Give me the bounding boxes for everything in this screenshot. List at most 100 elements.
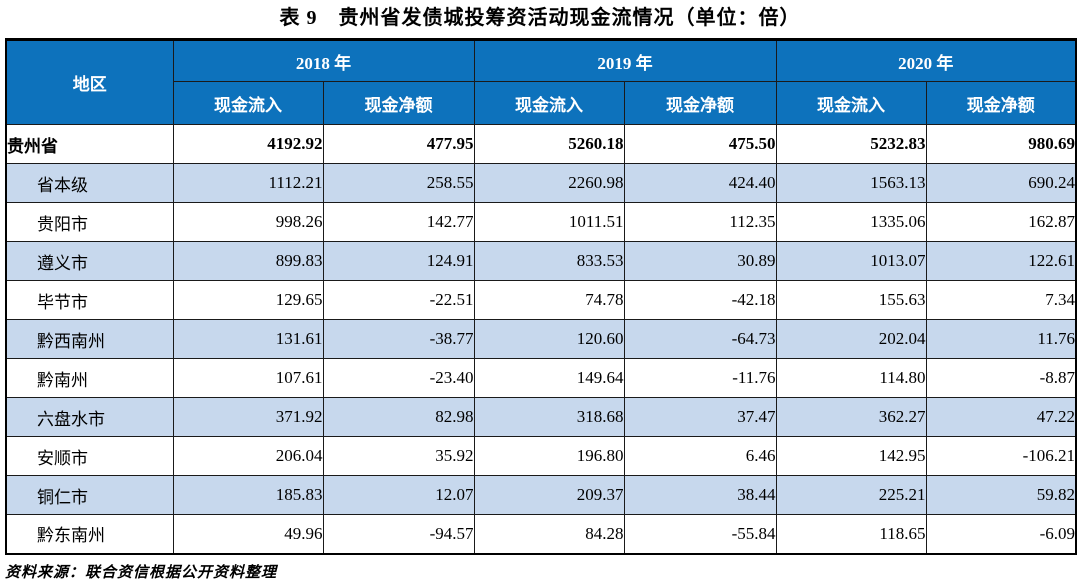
value-cell: 5260.18	[473, 124, 625, 164]
region-cell: 毕节市	[5, 280, 174, 320]
value-cell: 475.50	[623, 124, 777, 164]
year-header-row: 地区 2018 年 2019 年 2020 年	[5, 39, 1077, 125]
value-cell: 202.04	[775, 319, 927, 359]
value-cell: 225.21	[775, 475, 927, 515]
sub-header-row: 现金流入 现金净额 现金流入 现金净额 现金流入 现金净额	[6, 81, 1077, 125]
value-cell: 35.92	[322, 436, 475, 476]
value-cell: 107.61	[172, 358, 324, 398]
value-cell: 7.34	[925, 280, 1077, 320]
region-cell: 遵义市	[5, 241, 174, 281]
year-header-2019: 2019 年	[473, 39, 777, 82]
value-cell: 112.35	[623, 202, 777, 242]
value-cell: 2260.98	[473, 163, 625, 203]
value-cell: 118.65	[775, 514, 927, 554]
table-row: 安顺市 206.04 35.92 196.80 6.46 142.95 -106.21	[5, 436, 1077, 476]
region-column-header: 地区	[5, 39, 174, 125]
value-cell: 833.53	[473, 241, 625, 281]
table-row: 贵州省 4192.92 477.95 5260.18 475.50 5232.83 980.…	[5, 124, 1077, 164]
value-cell: -42.18	[623, 280, 777, 320]
cashflow-table: 地区 2018 年 2019 年 2020 年 现金流入 现金净额 现金流入 现…	[5, 38, 1077, 555]
value-cell: -8.87	[925, 358, 1077, 398]
value-cell: 980.69	[925, 124, 1077, 164]
table-row: 黔西南州 131.61 -38.77 120.60 -64.73 202.04 11.76	[5, 319, 1077, 359]
value-cell: 318.68	[473, 397, 625, 437]
table-header: 地区 2018 年 2019 年 2020 年 现金流入 现金净额 现金流入 现…	[5, 39, 1077, 125]
region-cell: 黔东南州	[5, 514, 174, 554]
value-cell: 149.64	[473, 358, 625, 398]
value-cell: -38.77	[322, 319, 475, 359]
table-row: 铜仁市 185.83 12.07 209.37 38.44 225.21 59.82	[5, 475, 1077, 515]
value-cell: -55.84	[623, 514, 777, 554]
value-cell: 362.27	[775, 397, 927, 437]
value-cell: -64.73	[623, 319, 777, 359]
value-cell: 30.89	[623, 241, 777, 281]
value-cell: 1112.21	[172, 163, 324, 203]
region-cell: 黔南州	[5, 358, 174, 398]
value-cell: 142.95	[775, 436, 927, 476]
value-cell: 74.78	[473, 280, 625, 320]
table-row: 黔南州 107.61 -23.40 149.64 -11.76 114.80 -8.87	[5, 358, 1077, 398]
value-cell: 122.61	[925, 241, 1077, 281]
value-cell: -23.40	[322, 358, 475, 398]
region-cell: 黔西南州	[5, 319, 174, 359]
region-cell: 铜仁市	[5, 475, 174, 515]
sub-header-inflow-2019: 现金流入	[473, 81, 625, 125]
region-cell: 省本级	[5, 163, 174, 203]
table-row: 黔东南州 49.96 -94.57 84.28 -55.84 118.65 -6.09	[5, 514, 1077, 554]
value-cell: 206.04	[172, 436, 324, 476]
value-cell: 209.37	[473, 475, 625, 515]
value-cell: 47.22	[925, 397, 1077, 437]
value-cell: 129.65	[172, 280, 324, 320]
year-header-2020: 2020 年	[775, 39, 1077, 82]
sub-header-net-2020: 现金净额	[925, 81, 1077, 125]
value-cell: 899.83	[172, 241, 324, 281]
value-cell: 185.83	[172, 475, 324, 515]
value-cell: 120.60	[473, 319, 625, 359]
sub-header-net-2019: 现金净额	[623, 81, 777, 125]
sub-header-inflow-2020: 现金流入	[775, 81, 927, 125]
table-body: 贵州省 4192.92 477.95 5260.18 475.50 5232.83 980.…	[5, 124, 1077, 554]
sub-header-net-2018: 现金净额	[322, 81, 475, 125]
value-cell: -22.51	[322, 280, 475, 320]
table-row: 贵阳市 998.26 142.77 1011.51 112.35 1335.06 162.8…	[5, 202, 1077, 242]
region-cell: 贵阳市	[5, 202, 174, 242]
value-cell: 82.98	[322, 397, 475, 437]
table-row: 六盘水市 371.92 82.98 318.68 37.47 362.27 47.22	[5, 397, 1077, 437]
value-cell: 131.61	[172, 319, 324, 359]
region-cell: 安顺市	[5, 436, 174, 476]
value-cell: 114.80	[775, 358, 927, 398]
value-cell: 4192.92	[172, 124, 324, 164]
value-cell: 12.07	[322, 475, 475, 515]
table-row: 毕节市 129.65 -22.51 74.78 -42.18 155.63 7.34	[5, 280, 1077, 320]
value-cell: 142.77	[322, 202, 475, 242]
value-cell: 1563.13	[775, 163, 927, 203]
value-cell: 84.28	[473, 514, 625, 554]
value-cell: 5232.83	[775, 124, 927, 164]
value-cell: 424.40	[623, 163, 777, 203]
value-cell: 1013.07	[775, 241, 927, 281]
value-cell: -106.21	[925, 436, 1077, 476]
value-cell: 124.91	[322, 241, 475, 281]
region-cell: 六盘水市	[5, 397, 174, 437]
sub-header-inflow-2018: 现金流入	[172, 81, 324, 125]
value-cell: 477.95	[322, 124, 475, 164]
value-cell: 59.82	[925, 475, 1077, 515]
page-title: 表 9 贵州省发债城投筹资活动现金流情况（单位：倍）	[279, 7, 801, 29]
value-cell: 6.46	[623, 436, 777, 476]
value-cell: -11.76	[623, 358, 777, 398]
year-header-2018: 2018 年	[172, 39, 475, 82]
region-cell: 贵州省	[5, 124, 174, 164]
value-cell: -6.09	[925, 514, 1077, 554]
value-cell: 38.44	[623, 475, 777, 515]
table-row: 省本级 1112.21 258.55 2260.98 424.40 1563.13 690.…	[5, 163, 1077, 203]
value-cell: -94.57	[322, 514, 475, 554]
value-cell: 258.55	[322, 163, 475, 203]
value-cell: 49.96	[172, 514, 324, 554]
value-cell: 196.80	[473, 436, 625, 476]
table-row: 遵义市 899.83 124.91 833.53 30.89 1013.07 122.61	[5, 241, 1077, 281]
value-cell: 37.47	[623, 397, 777, 437]
value-cell: 1335.06	[775, 202, 927, 242]
source-note: 资料来源：联合资信根据公开资料整理	[5, 564, 278, 581]
value-cell: 155.63	[775, 280, 927, 320]
value-cell: 371.92	[172, 397, 324, 437]
